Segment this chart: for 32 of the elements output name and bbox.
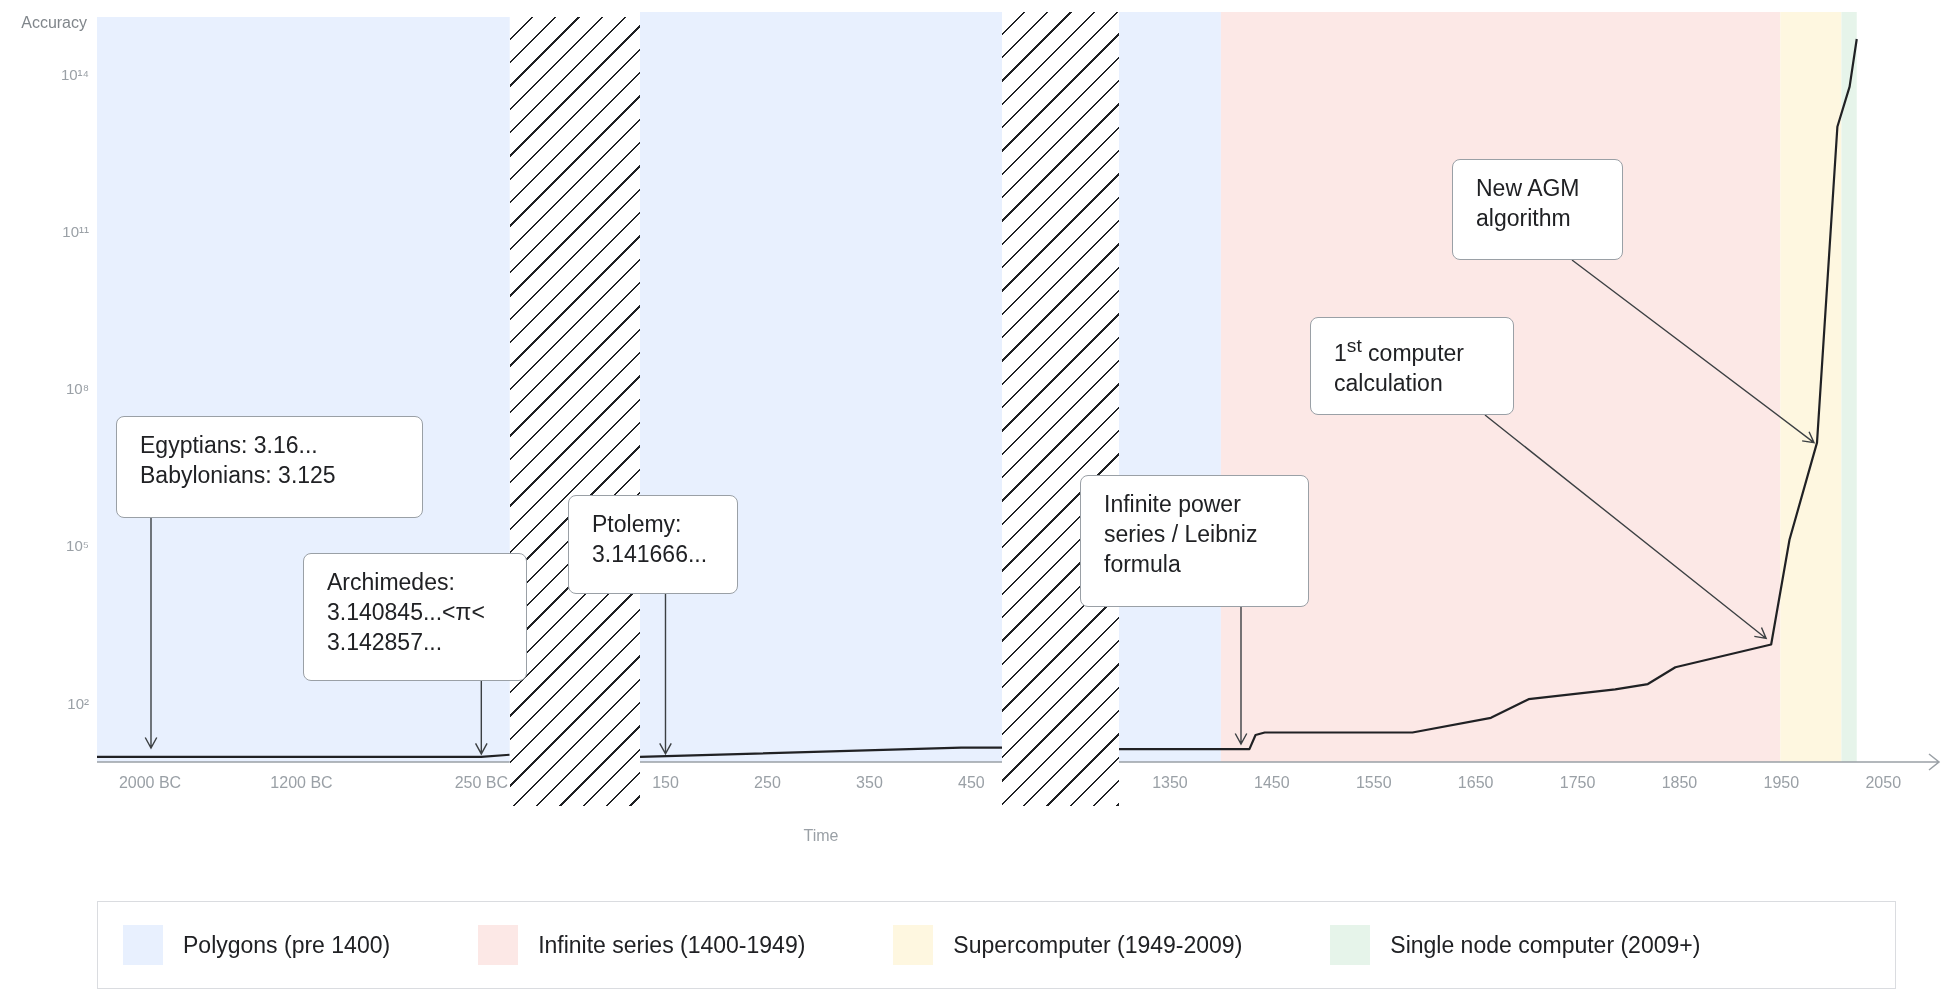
annotation: Archimedes: 3.140845...<π< 3.142857... <box>327 568 485 657</box>
y-axis-title: Accuracy <box>21 14 87 32</box>
x-tick-label: 1750 <box>1559 774 1596 792</box>
y-tick-label: 10⁸ <box>65 380 89 398</box>
x-tick-label: 2000 BC <box>118 774 182 792</box>
x-tick-label: 1350 <box>1152 774 1188 792</box>
x-tick-label: 2050 <box>1865 774 1902 792</box>
legend-label: Infinite series (1400-1949) <box>538 931 806 959</box>
y-tick-label: 10⁵ <box>66 537 89 555</box>
legend-label: Supercomputer (1949-2009) <box>953 931 1243 959</box>
x-tick-label: 450 <box>958 774 985 792</box>
x-tick-label: 350 <box>856 774 883 792</box>
x-tick-label: 1200 BC <box>270 774 333 792</box>
x-tick-label: 1650 <box>1457 774 1494 792</box>
legend-label: Polygons (pre 1400) <box>183 931 391 959</box>
x-tick-label: 1450 <box>1254 774 1290 792</box>
x-tick-label: 1950 <box>1763 774 1800 792</box>
y-tick-label: 10¹⁴ <box>60 65 89 83</box>
annotation: Ptolemy: 3.141666... <box>592 510 708 569</box>
x-tick-label: 250 BC <box>454 774 508 792</box>
annotation: 1$^{st}$ computer calculation <box>1334 334 1464 398</box>
legend-label: Single node computer (2009+) <box>1390 931 1701 959</box>
annotation: Infinite power series / Leibniz formula <box>1104 490 1258 579</box>
x-tick-label: 150 <box>652 774 679 792</box>
y-tick-label: 10² <box>67 694 89 712</box>
x-tick-label: 250 <box>754 774 781 792</box>
annotation: New AGM algorithm <box>1476 174 1580 233</box>
x-tick-label: 1850 <box>1661 774 1698 792</box>
y-tick-label: 10¹¹ <box>62 222 89 240</box>
x-axis-title: Time <box>803 826 839 844</box>
x-tick-label: 1550 <box>1355 774 1392 792</box>
annotation: Egyptians: 3.16... Babylonians: 3.125 <box>140 431 336 490</box>
